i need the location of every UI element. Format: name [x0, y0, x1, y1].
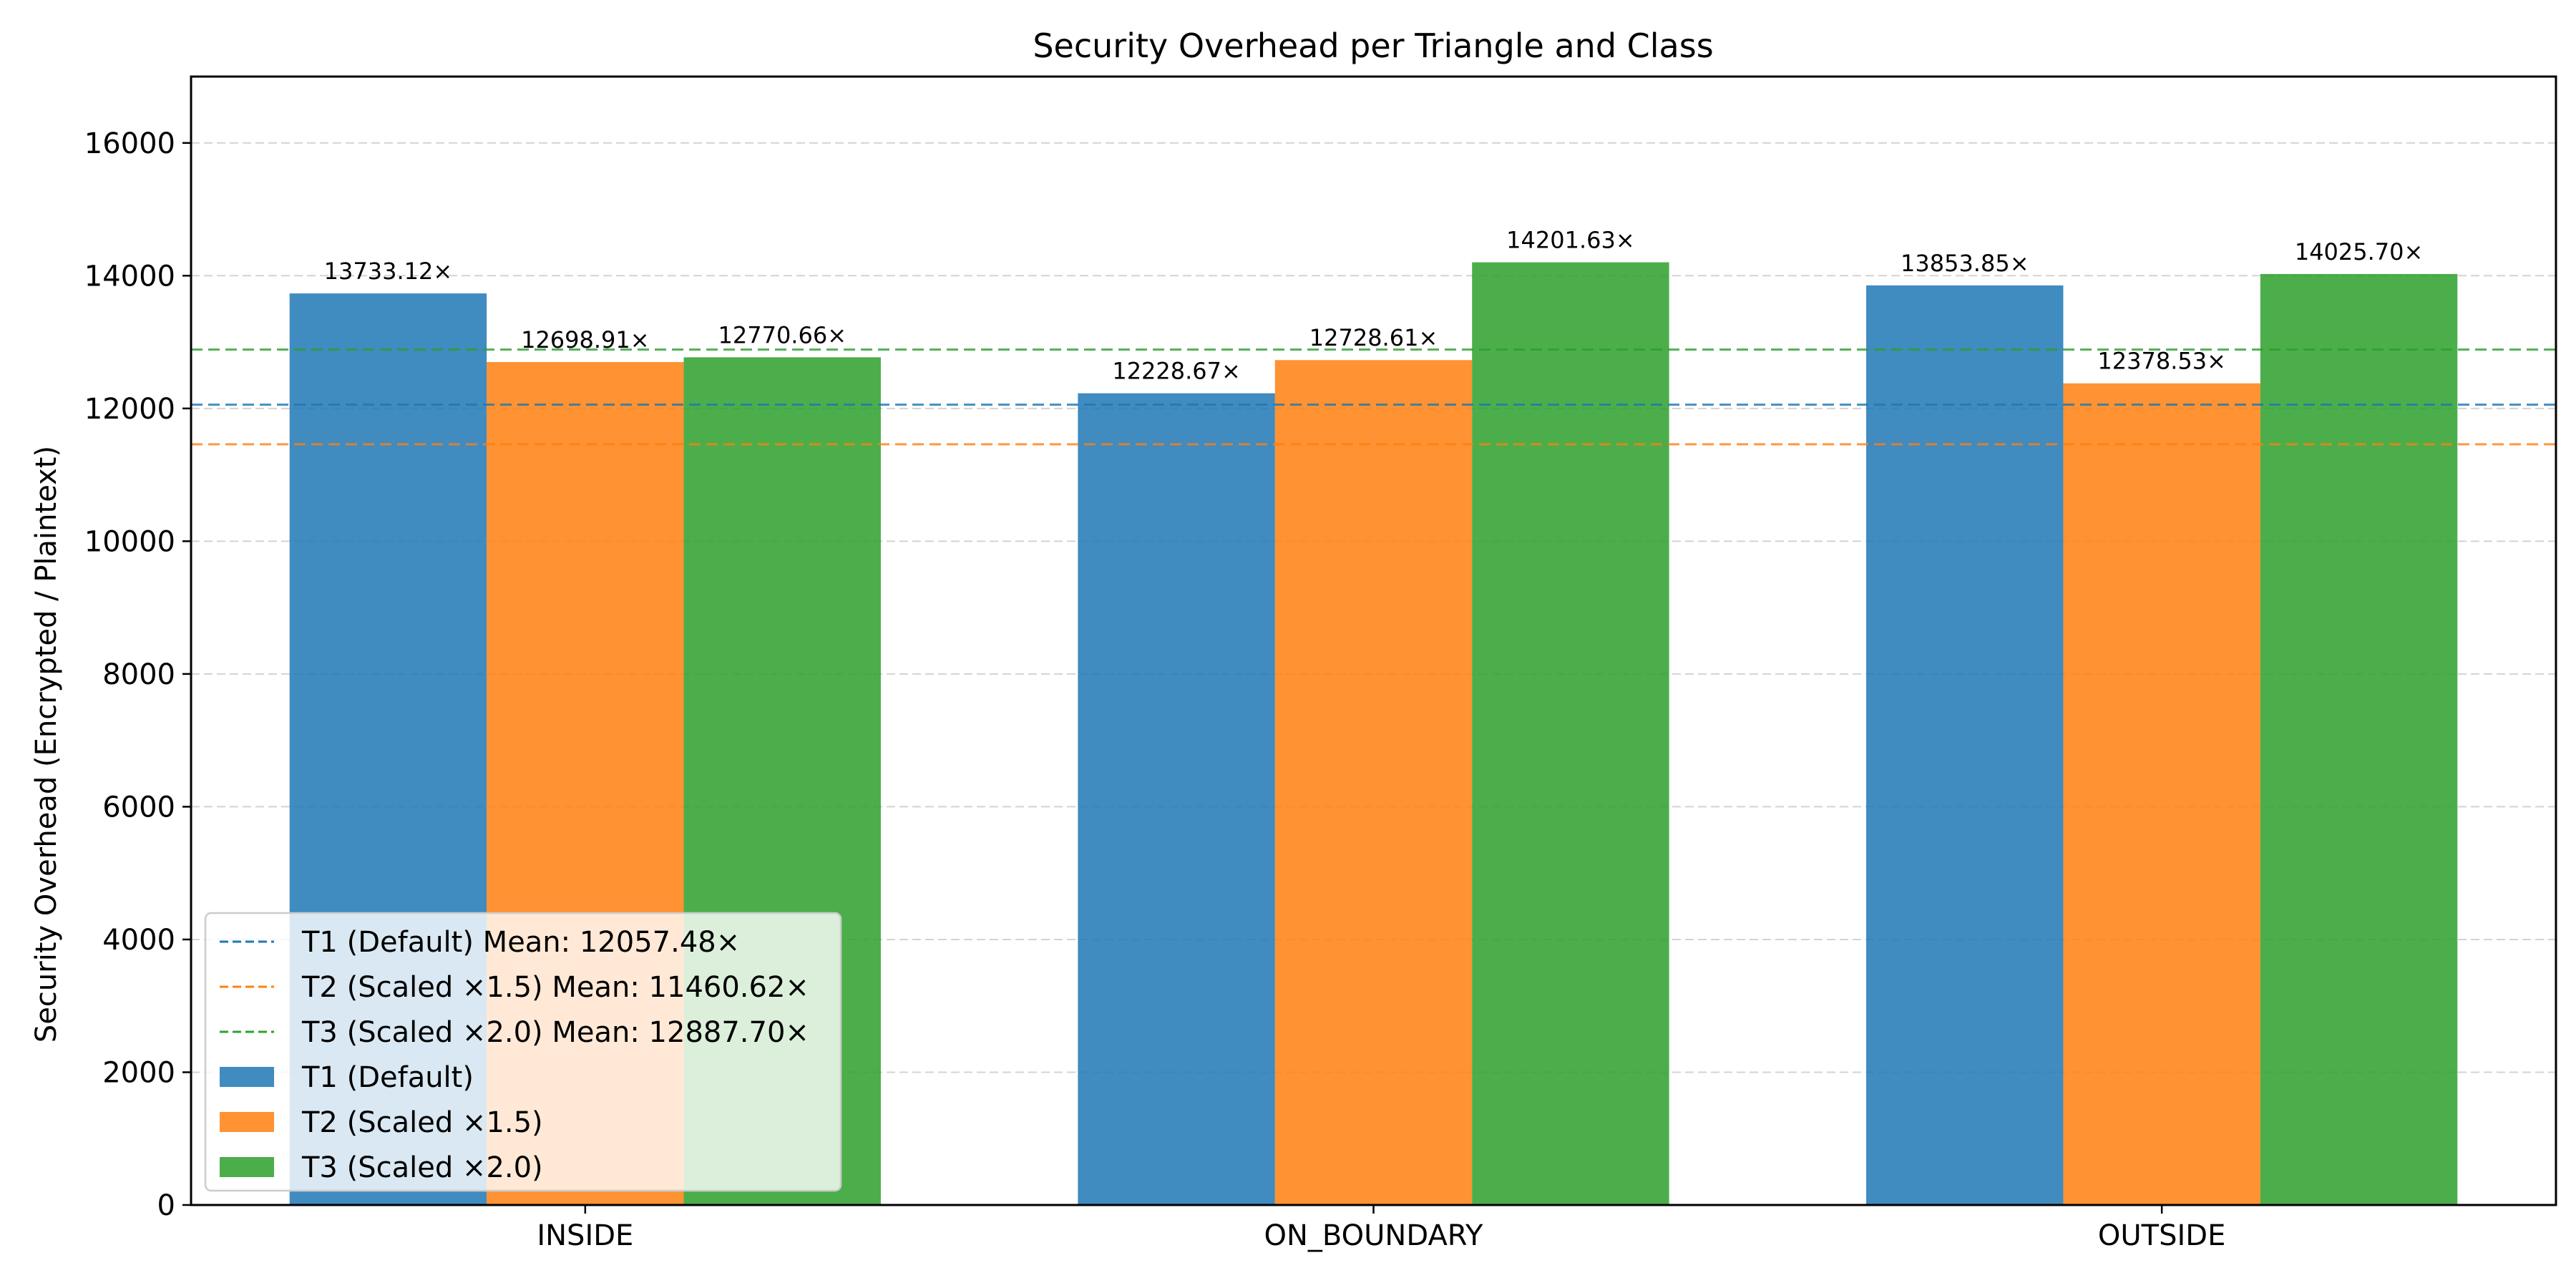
y-tick-label: 10000 — [84, 525, 175, 558]
bar-value-label: 14201.63× — [1506, 227, 1635, 254]
bar — [2260, 273, 2458, 1206]
bar — [1472, 262, 1669, 1205]
bar-value-label: 12728.61× — [1309, 324, 1438, 351]
bar — [1078, 393, 1275, 1205]
bar — [1274, 360, 1473, 1205]
chart-title: Security Overhead per Triangle and Class — [1033, 26, 1713, 65]
legend-box — [204, 912, 842, 1192]
legend-entry: T2 (Scaled ×1.5) Mean: 11460.62× — [301, 971, 809, 1004]
y-tick-label: 6000 — [102, 791, 175, 824]
y-tick-label: 16000 — [84, 127, 175, 160]
bar-value-label: 12378.53× — [2097, 348, 2226, 375]
y-tick-label: 4000 — [102, 924, 175, 957]
bar-value-label: 12770.66× — [718, 321, 847, 348]
y-tick-label: 2000 — [102, 1056, 175, 1089]
legend-entry: T3 (Scaled ×2.0) — [301, 1151, 543, 1184]
bar — [1866, 285, 2064, 1205]
bar-value-label: 13853.85× — [1901, 250, 2029, 277]
bar-value-label: 12228.67× — [1112, 358, 1241, 385]
y-axis-label: Security Overhead (Encrypted / Plaintext… — [30, 446, 63, 1043]
legend-bar-swatch — [220, 1112, 274, 1132]
legend-entry: T2 (Scaled ×1.5) — [301, 1106, 543, 1139]
legend-entry: T1 (Default) — [301, 1061, 474, 1094]
legend: T1 (Default) Mean: 12057.48× T2 (Scaled ×… — [204, 912, 842, 1192]
y-tick-label: 8000 — [102, 658, 175, 691]
bar-value-label: 14025.70× — [2295, 238, 2424, 265]
bar-value-label: 12698.91× — [521, 326, 650, 353]
bar-value-label: 13733.12× — [324, 258, 453, 285]
legend-entry: T1 (Default) Mean: 12057.48× — [301, 926, 740, 959]
y-tick-label: 14000 — [84, 260, 175, 293]
legend-bar-swatch — [220, 1067, 274, 1087]
y-tick-label: 0 — [157, 1189, 175, 1222]
y-tick-label: 12000 — [84, 393, 175, 426]
x-tick-label: OUTSIDE — [2098, 1219, 2225, 1252]
x-tick-label: ON_BOUNDARY — [1264, 1219, 1484, 1252]
axis-ticks: 0 2000 4000 6000 8000 10000 12000 14000 16000 INS… — [84, 127, 2226, 1252]
bar-value-labels: 13733.12× 12698.91× 12770.66× 12228.67× 1272… — [324, 227, 2424, 385]
x-tick-label: INSIDE — [537, 1219, 633, 1252]
legend-bar-swatch — [220, 1157, 274, 1177]
legend-entry: T3 (Scaled ×2.0) Mean: 12887.70× — [301, 1016, 809, 1049]
bar — [2063, 383, 2260, 1206]
